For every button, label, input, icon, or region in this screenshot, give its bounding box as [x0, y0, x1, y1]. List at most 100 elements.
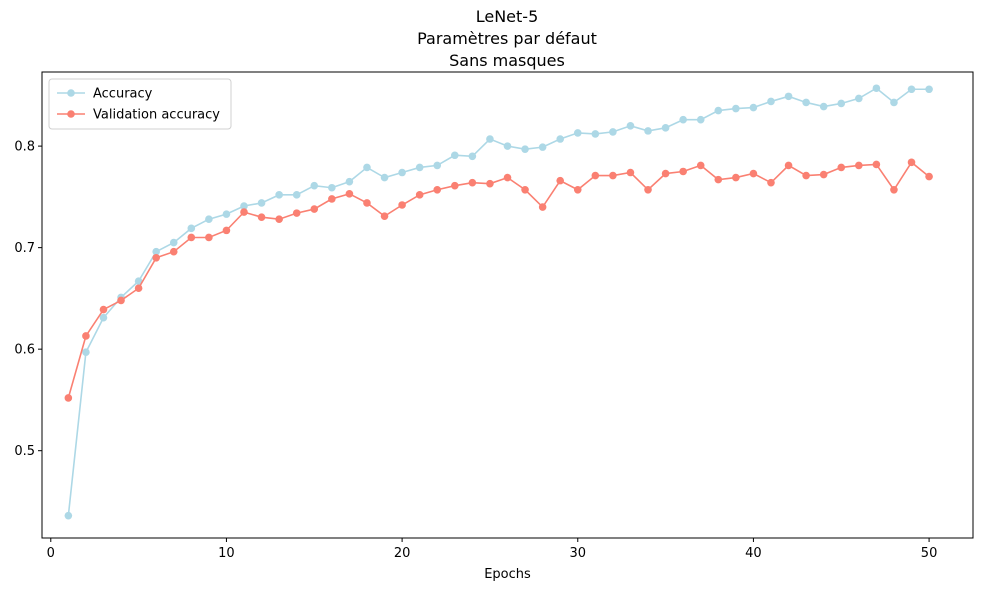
data-point — [275, 215, 283, 224]
data-point — [784, 92, 793, 101]
data-point — [292, 209, 301, 217]
data-point — [837, 163, 846, 172]
data-point — [99, 313, 108, 322]
data-point — [328, 183, 336, 192]
data-point — [802, 171, 810, 180]
data-point — [907, 85, 916, 94]
data-point — [328, 195, 336, 203]
data-point — [468, 178, 477, 187]
data-point — [890, 185, 898, 194]
x-tick-label: 0 — [47, 546, 55, 561]
x-tick-label: 10 — [218, 546, 235, 561]
data-point — [925, 172, 933, 181]
legend-marker — [67, 89, 75, 97]
data-point — [345, 177, 354, 186]
data-point — [767, 178, 775, 187]
data-point — [310, 205, 319, 213]
data-point — [626, 122, 635, 130]
data-point — [64, 394, 73, 402]
data-point — [415, 163, 424, 172]
data-point — [573, 185, 582, 194]
data-point — [240, 208, 248, 216]
data-point — [855, 94, 863, 103]
data-point — [99, 305, 108, 314]
plot-frame — [41, 71, 974, 539]
data-point — [398, 168, 406, 177]
data-point — [591, 130, 600, 138]
data-point — [451, 181, 459, 190]
data-point — [415, 191, 424, 199]
data-point — [222, 210, 231, 218]
data-point — [257, 199, 266, 207]
data-point — [591, 171, 600, 180]
data-point — [696, 161, 705, 170]
data-point — [626, 168, 635, 177]
data-point — [521, 185, 529, 194]
data-point — [205, 215, 213, 224]
data-point — [486, 179, 494, 188]
data-point — [573, 129, 582, 137]
data-point — [556, 176, 564, 185]
legend-box — [48, 78, 232, 130]
data-point — [82, 348, 90, 357]
data-point — [872, 84, 881, 93]
x-tick-label: 50 — [921, 546, 938, 561]
data-point — [503, 142, 512, 150]
data-point — [679, 115, 687, 124]
y-tick-label: 0.8 — [14, 140, 35, 155]
data-point — [784, 161, 793, 170]
data-point — [345, 190, 354, 198]
x-tick-label: 20 — [394, 546, 411, 561]
data-point — [819, 170, 828, 179]
data-point — [380, 173, 389, 182]
data-point — [169, 247, 178, 256]
data-point — [433, 185, 442, 194]
data-point — [451, 151, 459, 160]
data-point — [837, 99, 846, 108]
data-point — [802, 98, 810, 107]
data-point — [240, 202, 248, 210]
x-axis-label: Epochs — [484, 567, 531, 582]
data-point — [679, 167, 687, 176]
data-point — [187, 224, 196, 233]
data-point — [732, 104, 740, 113]
series-line-0 — [67, 87, 930, 516]
data-point — [292, 191, 301, 199]
data-point — [503, 173, 512, 182]
y-tick-label: 0.7 — [14, 241, 35, 256]
data-point — [398, 201, 406, 209]
chart-title-line-2: Paramètres par défaut — [417, 29, 597, 48]
data-point — [187, 233, 196, 242]
data-point — [486, 135, 494, 143]
data-point — [310, 181, 319, 190]
data-point — [556, 135, 564, 143]
data-point — [749, 103, 758, 112]
data-point — [661, 169, 670, 178]
data-point — [64, 511, 73, 520]
data-point — [380, 212, 389, 220]
data-point — [714, 106, 723, 115]
data-point — [257, 213, 266, 221]
data-point — [82, 332, 90, 340]
data-point — [907, 158, 916, 167]
data-point — [661, 124, 670, 132]
legend-marker — [67, 110, 75, 118]
data-point — [363, 199, 371, 207]
data-point — [644, 185, 652, 194]
data-point — [205, 233, 213, 242]
data-point — [275, 191, 283, 199]
data-point — [134, 284, 143, 293]
data-point — [538, 143, 547, 151]
legend: Accuracy Validation accuracy — [48, 78, 232, 130]
x-tick-label: 40 — [745, 546, 762, 561]
data-point — [609, 128, 617, 136]
data-point — [644, 127, 652, 135]
series-layer — [64, 84, 933, 520]
data-point — [732, 173, 740, 182]
x-tick-label: 30 — [569, 546, 586, 561]
legend-label: Accuracy — [93, 87, 153, 102]
data-point — [433, 161, 442, 170]
y-tick-label: 0.5 — [14, 444, 35, 459]
chart-title-line-1: LeNet-5 — [475, 7, 539, 26]
